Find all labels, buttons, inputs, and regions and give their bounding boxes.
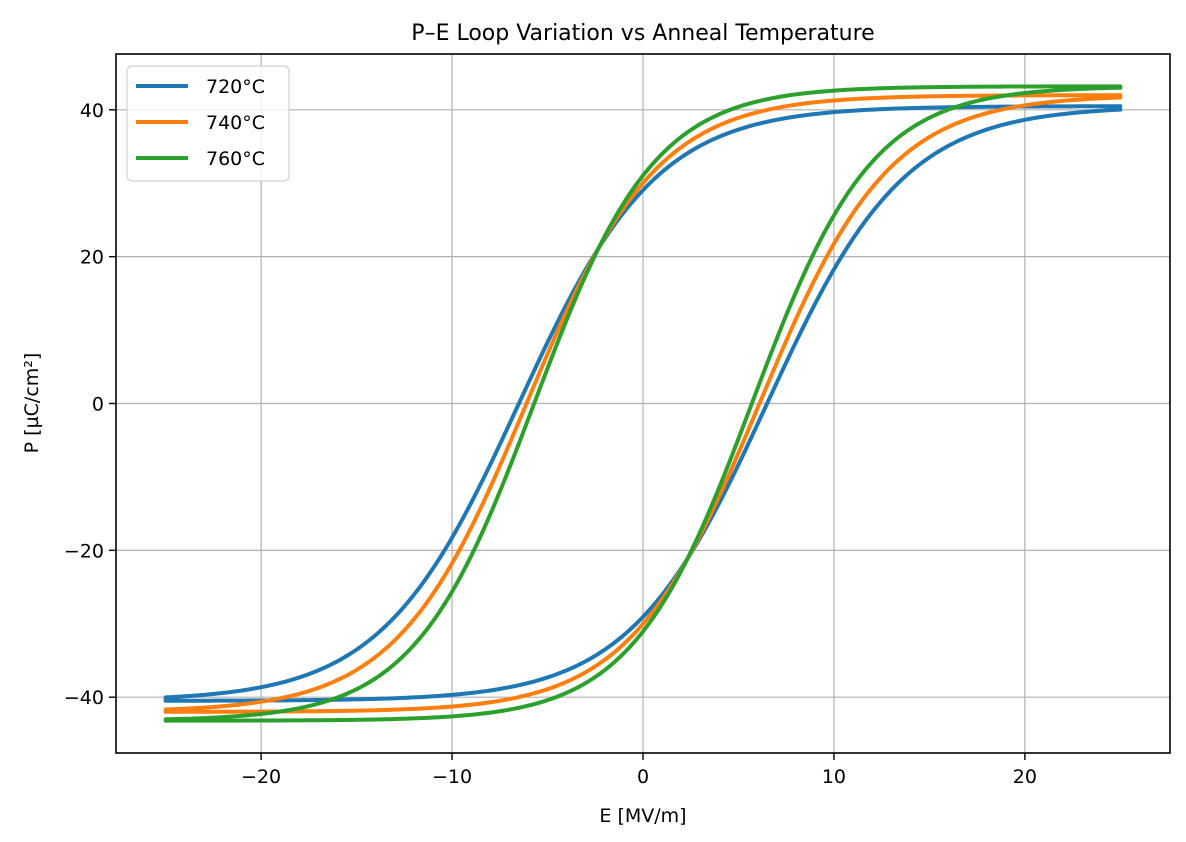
- x-tick-label: −10: [432, 766, 472, 788]
- y-tick-label: 20: [80, 247, 104, 269]
- y-tick-label: 40: [80, 100, 104, 122]
- x-tick-label: 20: [1013, 766, 1037, 788]
- legend-label: 720°C: [206, 76, 265, 98]
- y-axis: −40 −20 0 20 40: [64, 100, 116, 709]
- plot-area: [163, 84, 1123, 723]
- legend: 720°C 740°C 760°C: [126, 65, 290, 182]
- series-line-720: [163, 104, 1123, 703]
- y-tick-label: 0: [92, 394, 104, 416]
- legend-box: [126, 65, 290, 182]
- chart-title: P–E Loop Variation vs Anneal Temperature: [411, 21, 874, 46]
- x-tick-label: 0: [637, 766, 649, 788]
- y-axis-label: P [µC/cm²]: [21, 353, 43, 454]
- legend-label: 760°C: [206, 148, 265, 170]
- x-axis-label: E [MV/m]: [599, 805, 686, 827]
- x-tick-label: −20: [241, 766, 281, 788]
- x-tick-label: 10: [822, 766, 846, 788]
- legend-label: 740°C: [206, 112, 265, 134]
- y-tick-label: −40: [64, 687, 104, 709]
- series-line-760: [163, 84, 1123, 723]
- series-line-740: [163, 93, 1123, 714]
- x-axis: −20 −10 0 10 20: [241, 753, 1037, 788]
- y-tick-label: −20: [64, 540, 104, 562]
